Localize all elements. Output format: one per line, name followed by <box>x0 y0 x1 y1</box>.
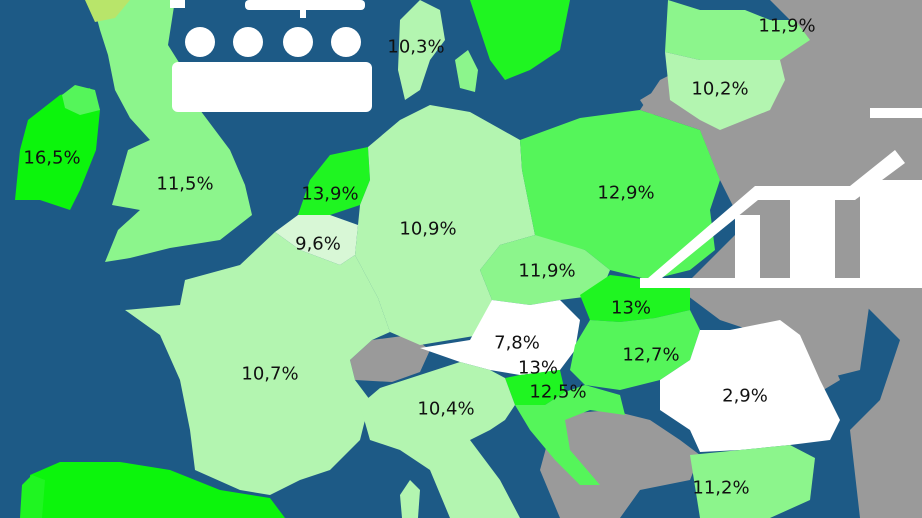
label-germany: 10,9% <box>399 218 457 240</box>
label-united-kingdom: 11,5% <box>156 173 214 195</box>
label-romania: 2,9% <box>722 385 768 407</box>
region-northern-ireland <box>62 85 100 115</box>
region-balkans <box>540 410 700 518</box>
region-netherlands <box>298 147 370 215</box>
region-spain <box>30 462 285 518</box>
region-czechia <box>480 235 610 305</box>
region-latvia <box>665 52 785 130</box>
label-poland: 12,9% <box>597 182 655 204</box>
region-bulgaria <box>690 445 815 518</box>
region-switzerland <box>350 335 430 382</box>
region-sweden <box>665 0 810 60</box>
region-italy <box>360 362 520 518</box>
region-belgium <box>275 215 358 265</box>
label-slovakia: 13% <box>610 297 652 319</box>
label-denmark: 10,3% <box>387 36 445 58</box>
label-latvia: 10,2% <box>691 78 749 100</box>
label-italy: 10,4% <box>417 398 475 420</box>
label-czechia: 11,9% <box>518 260 576 282</box>
region-poland <box>520 110 720 280</box>
region-croatia <box>515 385 625 485</box>
label-croatia: 12,5% <box>529 381 587 403</box>
label-france: 10,7% <box>241 363 299 385</box>
label-netherlands: 13,9% <box>301 183 359 205</box>
label-hungary: 12,7% <box>622 344 680 366</box>
region-romania <box>660 320 840 452</box>
label-belgium: 9,6% <box>295 233 341 255</box>
region-iceland-corner <box>85 0 130 22</box>
region-slovenia <box>505 370 565 405</box>
region-france <box>125 232 390 495</box>
label-slovenia: 13% <box>517 357 559 379</box>
region-united-kingdom <box>92 0 252 262</box>
region-denmark <box>398 0 445 100</box>
label-bulgaria: 11,2% <box>692 477 750 499</box>
rising-bar-chart-icon <box>640 108 922 288</box>
region-gotland <box>455 50 478 92</box>
label-ireland: 16,5% <box>23 147 81 169</box>
region-norway <box>470 0 570 80</box>
region-portugal <box>20 475 45 518</box>
people-group-icon <box>170 0 372 112</box>
region-ireland <box>15 88 100 210</box>
label-lithuania: 11,9% <box>758 15 816 37</box>
label-austria: 7,8% <box>494 332 540 354</box>
region-sardinia <box>400 480 420 518</box>
region-austria <box>420 300 580 375</box>
region-hungary <box>570 310 700 390</box>
region-germany <box>355 105 535 345</box>
